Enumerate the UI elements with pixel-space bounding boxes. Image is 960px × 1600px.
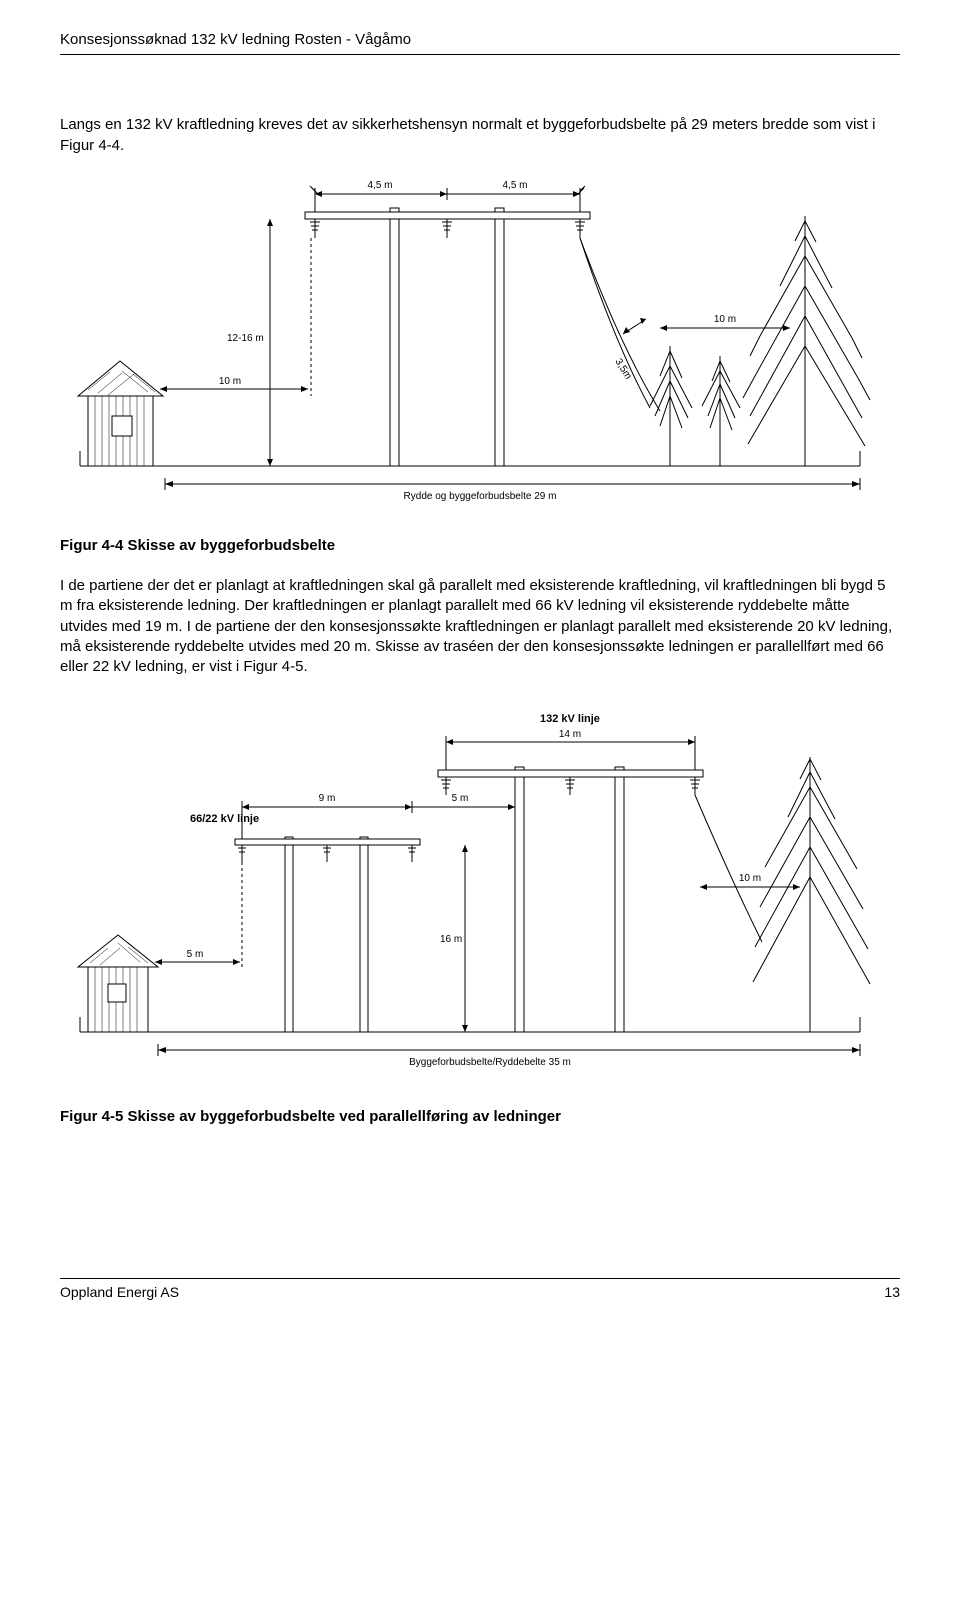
fig1-height: 12-16 m bbox=[227, 333, 264, 344]
footer-company: Oppland Energi AS bbox=[60, 1283, 179, 1302]
intro-paragraph: Langs en 132 kV kraftledning kreves det … bbox=[60, 115, 900, 156]
doc-header: Konsesjonssøknad 132 kV ledning Rosten -… bbox=[60, 30, 900, 55]
tree-icon bbox=[753, 757, 870, 1032]
fig1-left10: 10 m bbox=[219, 376, 241, 387]
fig1-top-left: 4,5 m bbox=[367, 180, 392, 191]
figure-4-4-svg: Rydde og byggeforbudsbelte 29 m bbox=[60, 166, 880, 516]
fig2-h16: 16 m bbox=[440, 934, 462, 945]
tree-small-icon bbox=[650, 216, 870, 466]
footer-page-number: 13 bbox=[884, 1283, 900, 1302]
tower-66kv-icon: 66/22 kV linje 9 m bbox=[190, 793, 420, 1032]
figure-4-4-caption: Figur 4-4 Skisse av byggeforbudsbelte bbox=[60, 536, 900, 556]
fig2-gap5: 5 m bbox=[452, 793, 469, 804]
page-footer: Oppland Energi AS 13 bbox=[60, 1278, 900, 1302]
tower-icon: 4,5 m 4,5 m bbox=[305, 180, 590, 466]
fig2-r10: 10 m bbox=[739, 873, 761, 884]
fig2-bottom: Byggeforbudsbelte/Ryddebelte 35 m bbox=[409, 1057, 571, 1068]
fig2-line66: 66/22 kV linje bbox=[190, 813, 259, 825]
figure-4-5-svg: Byggeforbudsbelte/Ryddebelte 35 m 66/22 … bbox=[60, 687, 880, 1087]
fig2-w9: 9 m bbox=[319, 793, 336, 804]
fig2-w14: 14 m bbox=[559, 729, 581, 740]
fig1-sag: 3,5m bbox=[612, 357, 633, 382]
house-icon bbox=[78, 361, 163, 466]
middle-paragraph: I de partiene der det er planlagt at kra… bbox=[60, 576, 900, 677]
figure-4-5-caption: Figur 4-5 Skisse av byggeforbudsbelte ve… bbox=[60, 1107, 900, 1127]
tower-132kv-icon: 132 kV linje 14 m bbox=[438, 713, 703, 1032]
house-icon bbox=[78, 935, 158, 1032]
fig1-top-right: 4,5 m bbox=[502, 180, 527, 191]
fig1-right10: 10 m bbox=[714, 314, 736, 325]
fig1-bottom-label: Rydde og byggeforbudsbelte 29 m bbox=[404, 491, 557, 502]
fig2-left5: 5 m bbox=[187, 949, 204, 960]
figure-4-4: Rydde og byggeforbudsbelte 29 m bbox=[60, 166, 900, 516]
figure-4-5: Byggeforbudsbelte/Ryddebelte 35 m 66/22 … bbox=[60, 687, 900, 1087]
fig2-line132: 132 kV linje bbox=[540, 713, 600, 725]
